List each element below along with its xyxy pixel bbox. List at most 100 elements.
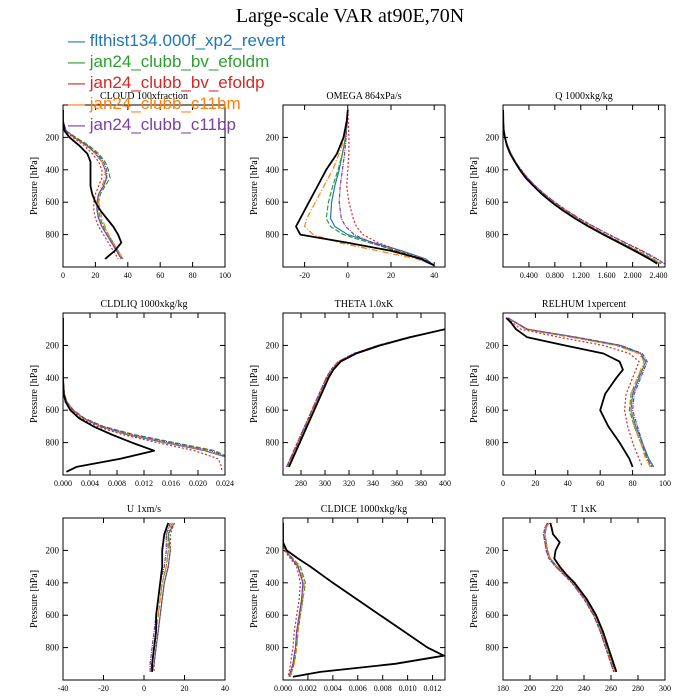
plot-frame [62, 104, 226, 268]
x-tick-label: 1.200 [572, 271, 590, 280]
x-tick-label: -20 [299, 271, 310, 280]
y-tick-label: 200 [46, 132, 60, 142]
series-line [507, 317, 643, 468]
y-tick-label: 200 [486, 340, 500, 350]
series-line [544, 522, 616, 673]
plot-frame [282, 517, 446, 681]
x-tick-label: 40 [124, 271, 132, 280]
y-tick-label: 600 [266, 405, 280, 415]
x-tick-label: 0.024 [216, 479, 234, 488]
panel: Q 1000xkg/kg Pressure [hPa] 200 400 600 800 0.… [469, 91, 668, 280]
panel-title: CLDLIQ 1000xkg/kg [101, 299, 188, 310]
series-line [505, 317, 634, 468]
x-tick-label: 0.800 [546, 271, 564, 280]
series-line [325, 109, 435, 266]
legend-entry: — jan24_clubb_bv_efoldp [68, 72, 285, 93]
series-line [153, 522, 175, 672]
y-tick-label: 600 [46, 405, 60, 415]
y-tick-label: 800 [266, 438, 280, 448]
y-axis-label: Pressure [hPa] [469, 570, 480, 628]
x-tick-label: 300 [319, 479, 331, 488]
x-tick-label: 0.008 [374, 684, 392, 693]
x-tick-label: 0.400 [520, 271, 538, 280]
x-tick-label: 20 [91, 271, 99, 280]
x-tick-label: 0.012 [424, 684, 442, 693]
x-tick-label: 20 [387, 271, 395, 280]
y-axis-label: Pressure [hPa] [469, 365, 480, 423]
x-tick-label: 0.012 [135, 479, 153, 488]
panel: CLDLIQ 1000xkg/kg Pressure [hPa] 200 400 600… [29, 299, 234, 488]
y-tick-label: 600 [46, 197, 60, 207]
series-line [63, 109, 119, 260]
series-line [503, 109, 661, 265]
panel-title: CLDICE 1000xkg/kg [321, 504, 407, 515]
y-tick-label: 200 [266, 340, 280, 350]
x-tick-label: 0.016 [162, 479, 180, 488]
y-tick-label: 200 [486, 545, 500, 555]
y-tick-label: 200 [486, 132, 500, 142]
panel: THETA 1.0xK Pressure [hPa] 200 400 600 800 280… [249, 299, 451, 488]
panel: U 1xm/s Pressure [hPa] 200 400 600 800 -40 -20 0… [29, 504, 229, 693]
plot-frame [502, 104, 666, 268]
x-tick-label: 220 [551, 684, 563, 693]
x-tick-label: 380 [415, 479, 427, 488]
panel-title: THETA 1.0xK [335, 299, 394, 310]
x-tick-label: 20 [531, 479, 539, 488]
x-tick-label: 340 [367, 479, 379, 488]
legend-entry: — jan24_clubb_c11bm [68, 93, 285, 114]
x-tick-label: 180 [497, 684, 509, 693]
panel-title: T 1xK [571, 504, 597, 515]
panel-title: RELHUM 1xpercent [542, 299, 626, 310]
x-tick-label: 0.000 [54, 479, 72, 488]
y-tick-label: 800 [266, 230, 280, 240]
y-tick-label: 400 [266, 373, 280, 383]
y-axis-label: Pressure [hPa] [29, 157, 40, 215]
x-tick-label: 0 [61, 271, 65, 280]
series-line [338, 109, 435, 266]
series-line [507, 317, 653, 468]
x-tick-label: 60 [596, 479, 604, 488]
series-line [283, 522, 301, 677]
x-tick-label: -40 [58, 684, 69, 693]
y-tick-label: 600 [486, 197, 500, 207]
panel-title: Q 1000xkg/kg [555, 91, 613, 102]
y-tick-label: 600 [266, 610, 280, 620]
x-tick-label: 40 [430, 271, 438, 280]
y-tick-label: 200 [266, 545, 280, 555]
series-line [63, 317, 156, 473]
series-line [295, 109, 435, 267]
y-tick-label: 400 [486, 578, 500, 588]
legend-entry: — jan24_clubb_bv_efoldm [68, 51, 285, 72]
plot-frame [62, 312, 226, 476]
x-tick-label: 0.004 [81, 479, 99, 488]
x-tick-label: 400 [439, 479, 451, 488]
legend-entry: — jan24_clubb_c11bp [68, 114, 285, 135]
x-tick-label: 60 [156, 271, 164, 280]
x-tick-label: 2.000 [624, 271, 642, 280]
x-tick-label: 80 [629, 479, 637, 488]
series-line [544, 522, 616, 673]
x-tick-label: 200 [524, 684, 536, 693]
plot-frame [282, 312, 446, 476]
series-line [283, 522, 305, 677]
x-tick-label: 1.600 [598, 271, 616, 280]
series-line [283, 522, 304, 677]
plot-frame [502, 517, 666, 681]
series-line [151, 522, 170, 672]
series-line [63, 109, 122, 260]
panel-title: OMEGA 864xPa/s [326, 91, 401, 102]
series-line [346, 109, 435, 266]
y-tick-label: 800 [486, 643, 500, 653]
y-tick-label: 600 [486, 610, 500, 620]
x-tick-label: 0.010 [399, 684, 417, 693]
plot-frame [502, 312, 666, 476]
y-tick-label: 400 [266, 578, 280, 588]
y-axis-label: Pressure [hPa] [249, 157, 260, 215]
x-tick-label: 40 [221, 684, 229, 693]
x-tick-label: 0.002 [299, 684, 317, 693]
y-tick-label: 400 [46, 578, 60, 588]
y-tick-label: 400 [266, 165, 280, 175]
x-tick-label: 80 [189, 271, 197, 280]
